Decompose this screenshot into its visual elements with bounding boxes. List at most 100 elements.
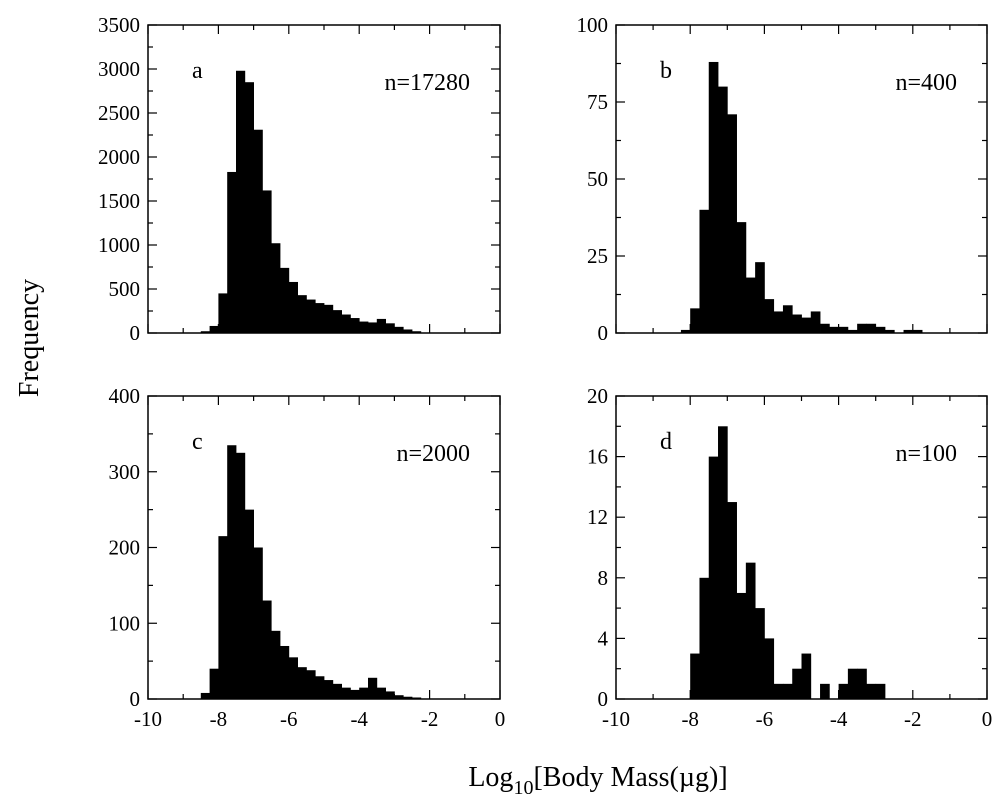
x-tick-label: -10: [602, 707, 630, 731]
histogram-bar: [262, 190, 272, 333]
histogram-bar: [755, 262, 765, 333]
panel-b: 0 25 50 75 100 b n=400: [577, 13, 988, 345]
histogram-bar: [324, 680, 334, 699]
x-axis-title: Log10[Body Mass(µg)]: [468, 762, 727, 799]
histogram-bar: [857, 323, 867, 333]
y-tick-label: 100: [109, 611, 141, 635]
y-tick-label: 50: [587, 167, 608, 191]
histogram-bar: [368, 677, 378, 699]
histogram-bar: [810, 311, 821, 333]
y-tick-label: 3500: [98, 13, 140, 37]
histogram-bar: [838, 683, 849, 699]
x-tick-label: -2: [421, 707, 439, 731]
histogram-bar: [736, 222, 747, 333]
panel-letter: b: [660, 58, 672, 84]
histogram-bar: [253, 547, 263, 699]
histogram-bar: [297, 667, 307, 699]
histogram-bar: [359, 321, 369, 333]
histogram-bar: [403, 329, 413, 333]
histogram-bar: [745, 562, 756, 699]
x-axis-title-suffix: [Body Mass(µg)]: [533, 762, 727, 793]
histogram-bar: [227, 445, 237, 699]
y-tick-label: 4: [598, 626, 609, 650]
x-tick-label: 0: [495, 707, 506, 731]
x-tick-label: -6: [280, 707, 298, 731]
histogram-bar: [385, 323, 395, 333]
histogram-bar: [200, 331, 210, 333]
x-tick-label: -4: [350, 707, 368, 731]
histogram-bar: [690, 653, 700, 699]
histogram-bar: [244, 509, 254, 700]
histogram-bar: [838, 326, 849, 333]
histogram-bar: [236, 452, 246, 699]
histogram-bar: [912, 329, 923, 333]
x-tick-label: -10: [134, 707, 162, 731]
histogram-bar: [801, 317, 812, 333]
histogram-bar: [782, 305, 793, 333]
y-tick-label: 400: [109, 384, 141, 408]
histogram-bar: [727, 502, 737, 699]
sample-size-label: n=400: [895, 70, 957, 96]
histogram-bar: [227, 171, 237, 333]
histogram-bar: [324, 304, 334, 333]
histogram-bar: [680, 329, 691, 333]
histogram-bar: [341, 687, 351, 699]
histogram-bar: [699, 209, 710, 333]
histogram-bar: [368, 322, 378, 333]
panel-d: 0 4 8 12 16 20 -10 -8 -6 -4 -2 0 d n=100: [587, 384, 992, 731]
histogram-bar: [847, 668, 858, 699]
histogram-bar: [857, 668, 867, 699]
histogram-bar: [764, 638, 775, 699]
y-tick-label: 200: [109, 536, 141, 560]
histogram-bar: [332, 310, 342, 333]
histogram-bar: [218, 293, 228, 333]
histogram-bar: [341, 314, 351, 333]
sample-size-label: n=2000: [396, 441, 470, 467]
histogram-bar: [727, 114, 737, 333]
histogram-bar: [708, 61, 719, 334]
y-tick-label: 12: [587, 505, 608, 529]
histogram-bar: [218, 536, 228, 699]
y-tick-label: 20: [587, 384, 608, 408]
histogram-bar: [200, 692, 210, 699]
histogram-bar: [884, 329, 895, 333]
x-tick-label: -6: [756, 707, 774, 731]
histogram-bar: [736, 592, 747, 699]
histogram-bar: [773, 683, 784, 699]
histogram-bar: [262, 600, 272, 699]
histogram-bar: [875, 683, 886, 699]
histogram-bar: [288, 281, 298, 333]
y-tick-label: 0: [130, 687, 141, 711]
histogram-bar: [271, 630, 281, 699]
histogram-bar: [280, 267, 290, 333]
histogram-bar: [412, 697, 422, 699]
histogram-bar: [718, 86, 728, 333]
histogram-bar: [690, 308, 700, 333]
histogram-bar: [253, 129, 263, 333]
x-axis-title-subscript: 10: [513, 777, 533, 799]
histogram-bar: [280, 645, 290, 699]
x-tick-label: 0: [982, 707, 993, 731]
histogram-bar: [394, 695, 404, 699]
histogram-bar: [376, 687, 386, 699]
panel-c: 0 100 200 300 400 -10 -8 -6 -4 -2 0 c n=2000: [109, 384, 506, 731]
histogram-bar: [801, 653, 812, 699]
histogram-bar: [376, 318, 386, 333]
y-tick-label: 16: [587, 445, 608, 469]
histogram-bar: [209, 325, 219, 333]
x-tick-label: -8: [210, 707, 228, 731]
histogram-bar: [708, 456, 719, 699]
histogram-bar: [315, 303, 325, 333]
histogram-bar: [394, 326, 404, 333]
histogram-bar: [792, 668, 802, 699]
histogram-bar: [792, 314, 802, 333]
panel-letter: d: [660, 429, 672, 455]
histogram-bar: [315, 676, 325, 699]
x-tick-label: -2: [904, 707, 922, 731]
histogram-bar: [359, 687, 369, 699]
x-tick-label: -4: [830, 707, 848, 731]
y-tick-label: 25: [587, 244, 608, 268]
sample-size-label: n=17280: [384, 70, 470, 96]
panel-letter: a: [192, 58, 203, 84]
